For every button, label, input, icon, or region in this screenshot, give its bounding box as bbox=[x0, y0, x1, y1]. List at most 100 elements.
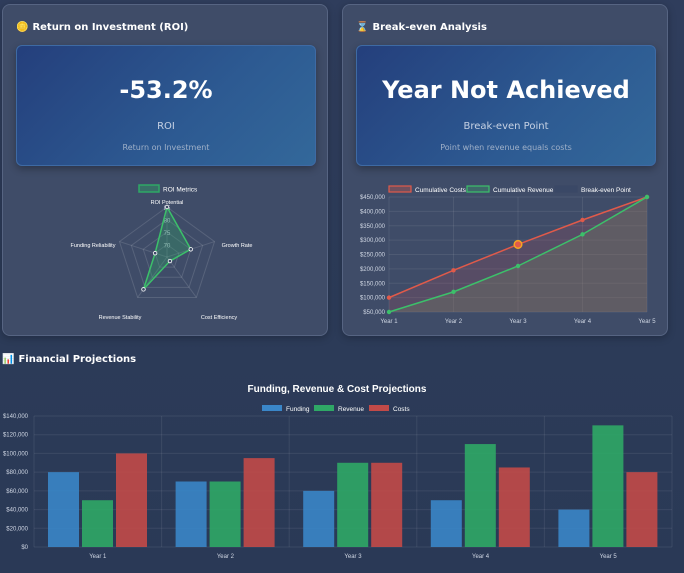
roi-card-header: 🪙 Return on Investment (ROI) bbox=[16, 22, 188, 33]
x-tick-label: Year 5 bbox=[638, 319, 656, 325]
projections-bar-chart: Funding, Revenue & Cost Projections Fundi… bbox=[3, 384, 673, 560]
radar-axis-label: Funding Reliability bbox=[71, 243, 116, 249]
y-tick-label: $140,000 bbox=[3, 414, 29, 420]
hourglass-icon: ⌛ bbox=[356, 22, 369, 33]
radar-point bbox=[188, 247, 193, 252]
y-tick-label: $100,000 bbox=[360, 296, 386, 302]
bar-revenue bbox=[592, 425, 624, 547]
bar-funding bbox=[303, 490, 335, 547]
bar-costs bbox=[626, 472, 658, 547]
radar-tick-label: 75 bbox=[164, 231, 171, 237]
radar-grid-ring bbox=[142, 231, 192, 278]
legend-swatch bbox=[369, 405, 389, 411]
radar-axis-label: Growth Rate bbox=[222, 243, 253, 249]
x-tick-label: Year 1 bbox=[380, 319, 398, 325]
bar-chart-icon: 📊 bbox=[2, 354, 15, 365]
y-tick-label: $350,000 bbox=[360, 224, 386, 230]
radar-axis-label: Cost Efficiency bbox=[201, 315, 238, 321]
y-tick-label: $0 bbox=[21, 545, 28, 551]
radar-point bbox=[164, 204, 170, 210]
roi-card-title: Return on Investment (ROI) bbox=[32, 22, 189, 33]
legend-swatch-roi-metrics bbox=[138, 184, 160, 193]
breakeven-line-chart: Cumulative Costs Cumulative Revenue Break-… bbox=[360, 185, 656, 325]
bar-funding bbox=[430, 500, 462, 547]
radar-axis-label: Revenue Stability bbox=[99, 315, 142, 321]
y-tick-label: $60,000 bbox=[6, 489, 28, 495]
breakeven-card-title: Break-even Analysis bbox=[372, 22, 487, 33]
series-point bbox=[580, 217, 585, 223]
y-tick-label: $400,000 bbox=[360, 209, 386, 215]
radar-point bbox=[141, 287, 146, 292]
bar-costs bbox=[371, 462, 403, 547]
y-tick-label: $20,000 bbox=[6, 526, 28, 532]
x-tick-label: Year 5 bbox=[600, 554, 618, 560]
radar-axis-label: ROI Potential bbox=[151, 200, 184, 206]
radar-spoke bbox=[166, 256, 197, 298]
radar-point bbox=[167, 258, 173, 264]
x-tick-label: Year 3 bbox=[344, 554, 362, 560]
roi-label: ROI bbox=[157, 121, 175, 132]
legend-swatch bbox=[262, 405, 282, 411]
legend-swatch bbox=[466, 185, 490, 193]
x-tick-label: Year 4 bbox=[574, 319, 592, 325]
bar-funding bbox=[48, 472, 79, 547]
series-area-0 bbox=[389, 197, 647, 312]
legend-label: Cumulative Costs bbox=[415, 187, 467, 194]
projections-section-header: 📊 Financial Projections bbox=[2, 354, 136, 365]
bar-revenue bbox=[337, 462, 369, 547]
legend-label: Costs bbox=[393, 406, 410, 413]
series-point bbox=[451, 289, 456, 295]
radar-grid-ring bbox=[130, 218, 204, 288]
legend-swatch bbox=[388, 185, 412, 193]
legend-label: Cumulative Revenue bbox=[493, 187, 554, 194]
bar-funding bbox=[175, 481, 207, 547]
legend-label: Break-even Point bbox=[581, 187, 631, 194]
series-point bbox=[386, 295, 392, 300]
radar-grid-ring bbox=[154, 243, 180, 268]
roi-metric-box: -53.2% ROI Return on Investment bbox=[16, 45, 316, 166]
coins-icon: 🪙 bbox=[16, 22, 29, 33]
series-point bbox=[580, 232, 585, 237]
breakeven-label: Break-even Point bbox=[463, 121, 549, 132]
radar-tick-label: 80 bbox=[164, 219, 171, 225]
roi-value: -53.2% bbox=[119, 76, 213, 104]
series-point bbox=[451, 268, 456, 273]
breakeven-sublabel: Point when revenue equals costs bbox=[440, 143, 572, 152]
series-area-1 bbox=[389, 197, 647, 312]
roi-card: 🪙 Return on Investment (ROI) -53.2% ROI R… bbox=[2, 4, 328, 336]
y-tick-label: $250,000 bbox=[360, 253, 386, 259]
breakeven-card-header: ⌛ Break-even Analysis bbox=[356, 22, 487, 33]
breakeven-value: Year Not Achieved bbox=[382, 76, 630, 104]
projections-section-title: Financial Projections bbox=[18, 354, 137, 365]
y-tick-label: $50,000 bbox=[363, 310, 385, 316]
x-tick-label: Year 3 bbox=[509, 319, 527, 325]
legend-swatch bbox=[314, 405, 334, 411]
breakeven-point bbox=[513, 239, 523, 249]
radar-tick-label: 70 bbox=[164, 244, 171, 250]
breakeven-card: ⌛ Break-even Analysis Year Not Achieved B… bbox=[342, 4, 668, 336]
bar-funding bbox=[558, 509, 590, 547]
legend-label: Revenue bbox=[338, 406, 364, 413]
y-tick-label: $300,000 bbox=[360, 238, 386, 244]
radar-series-area bbox=[142, 205, 192, 290]
y-tick-label: $100,000 bbox=[3, 451, 29, 457]
roi-sublabel: Return on Investment bbox=[122, 143, 210, 152]
series-point bbox=[515, 263, 521, 269]
bar-costs bbox=[498, 467, 530, 547]
y-tick-label: $80,000 bbox=[6, 470, 28, 476]
y-tick-label: $120,000 bbox=[3, 433, 29, 439]
series-point bbox=[644, 194, 650, 200]
y-tick-label: $450,000 bbox=[360, 195, 386, 201]
x-tick-label: Year 1 bbox=[89, 554, 107, 560]
series-point bbox=[386, 309, 392, 315]
x-tick-label: Year 2 bbox=[217, 554, 235, 560]
radar-grid-ring bbox=[118, 206, 216, 298]
y-tick-label: $150,000 bbox=[360, 281, 386, 287]
bar-revenue bbox=[82, 500, 113, 547]
bar-revenue bbox=[464, 444, 496, 547]
legend-swatch bbox=[554, 185, 578, 193]
y-tick-label: $40,000 bbox=[6, 508, 28, 514]
x-tick-label: Year 4 bbox=[472, 554, 490, 560]
bar-costs bbox=[116, 453, 147, 547]
